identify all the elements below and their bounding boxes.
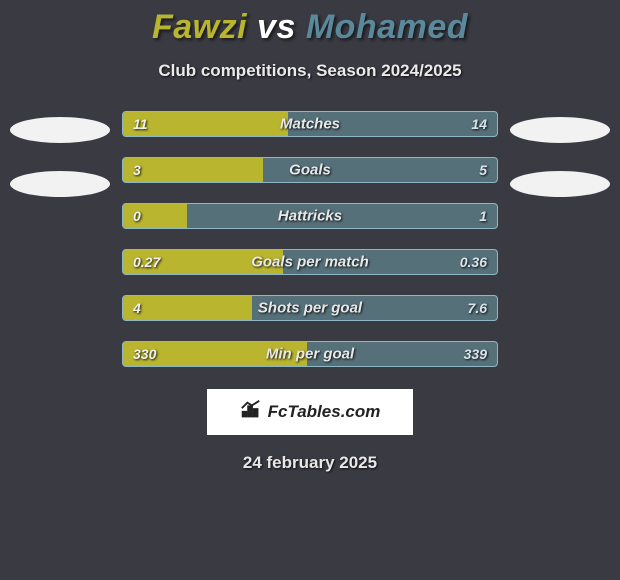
stat-left-value: 0.27 (133, 254, 160, 270)
brand-link[interactable]: FcTables.com (207, 389, 413, 435)
stat-right-value: 1 (479, 208, 487, 224)
stat-row: 0.27 Goals per match 0.36 (122, 249, 498, 275)
stat-row: 4 Shots per goal 7.6 (122, 295, 498, 321)
stat-label: Goals per match (251, 254, 369, 271)
comparison-widget: Fawzi vs Mohamed Club competitions, Seas… (0, 0, 620, 473)
stat-row: 0 Hattricks 1 (122, 203, 498, 229)
stat-fill (123, 296, 252, 320)
stat-row: 330 Min per goal 339 (122, 341, 498, 367)
player2-avatar (510, 117, 610, 143)
stat-bars: 11 Matches 14 3 Goals 5 0 Hattricks 1 0.… (120, 111, 500, 367)
player2-club-badge (510, 171, 610, 197)
date-label: 24 february 2025 (0, 453, 620, 473)
stat-right-value: 14 (471, 116, 487, 132)
subtitle: Club competitions, Season 2024/2025 (0, 61, 620, 81)
page-title: Fawzi vs Mohamed (0, 8, 620, 47)
title-player1: Fawzi (152, 8, 247, 46)
stat-label: Shots per goal (258, 300, 362, 317)
title-player2: Mohamed (306, 8, 468, 46)
body-row: 11 Matches 14 3 Goals 5 0 Hattricks 1 0.… (0, 111, 620, 367)
stat-label: Matches (280, 116, 340, 133)
player1-club-badge (10, 171, 110, 197)
stat-label: Hattricks (278, 208, 342, 225)
stat-label: Goals (289, 162, 331, 179)
stat-right-value: 5 (479, 162, 487, 178)
stat-right-value: 0.36 (460, 254, 487, 270)
chart-icon (240, 399, 262, 426)
stat-left-value: 4 (133, 300, 141, 316)
stat-left-value: 3 (133, 162, 141, 178)
stat-row: 11 Matches 14 (122, 111, 498, 137)
stat-right-value: 7.6 (468, 300, 487, 316)
avatar-col-right (500, 111, 620, 197)
player1-avatar (10, 117, 110, 143)
stat-right-value: 339 (464, 346, 487, 362)
brand-text: FcTables.com (268, 402, 381, 422)
stat-label: Min per goal (266, 346, 354, 363)
stat-row: 3 Goals 5 (122, 157, 498, 183)
stat-left-value: 11 (133, 116, 148, 132)
stat-fill (123, 158, 263, 182)
title-vs: vs (257, 8, 296, 46)
avatar-col-left (0, 111, 120, 197)
stat-left-value: 330 (133, 346, 156, 362)
stat-left-value: 0 (133, 208, 141, 224)
